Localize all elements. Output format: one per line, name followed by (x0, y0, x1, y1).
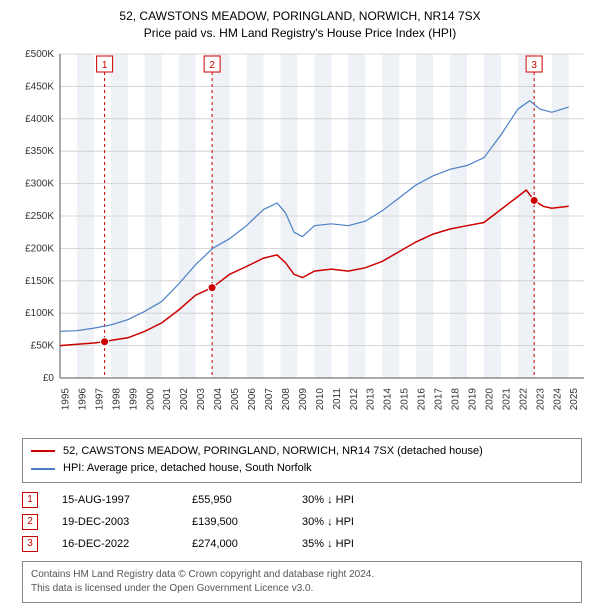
svg-text:3: 3 (531, 60, 537, 71)
svg-text:2014: 2014 (383, 387, 394, 410)
marker-pct: 35% ↓ HPI (302, 533, 422, 555)
svg-text:2013: 2013 (366, 387, 377, 410)
svg-text:2001: 2001 (162, 387, 173, 410)
title-line-1: 52, CAWSTONS MEADOW, PORINGLAND, NORWICH… (10, 8, 590, 25)
svg-text:£300K: £300K (25, 178, 54, 189)
svg-text:2012: 2012 (349, 387, 360, 410)
svg-text:1999: 1999 (128, 387, 139, 410)
legend-label: 52, CAWSTONS MEADOW, PORINGLAND, NORWICH… (63, 443, 483, 461)
svg-text:1: 1 (102, 60, 108, 71)
svg-text:2020: 2020 (484, 387, 495, 410)
marker-price: £55,950 (192, 489, 302, 511)
svg-text:£250K: £250K (25, 211, 54, 222)
title-line-2: Price paid vs. HM Land Registry's House … (10, 25, 590, 42)
chart-container: 52, CAWSTONS MEADOW, PORINGLAND, NORWICH… (0, 0, 600, 609)
svg-text:2017: 2017 (434, 387, 445, 410)
svg-text:2008: 2008 (281, 387, 292, 410)
legend-row-hpi: HPI: Average price, detached house, Sout… (31, 460, 573, 478)
svg-text:2019: 2019 (467, 387, 478, 410)
marker-badge: 3 (22, 536, 38, 552)
svg-text:2005: 2005 (230, 387, 241, 410)
svg-text:2023: 2023 (535, 387, 546, 410)
svg-text:1998: 1998 (111, 387, 122, 410)
legend-box: 52, CAWSTONS MEADOW, PORINGLAND, NORWICH… (22, 438, 582, 483)
svg-text:1997: 1997 (94, 387, 105, 410)
marker-row: 3 16-DEC-2022 £274,000 35% ↓ HPI (22, 533, 586, 555)
svg-text:£0: £0 (43, 373, 55, 384)
svg-text:2006: 2006 (247, 387, 258, 410)
marker-row: 1 15-AUG-1997 £55,950 30% ↓ HPI (22, 489, 586, 511)
svg-text:£150K: £150K (25, 275, 54, 286)
svg-text:£500K: £500K (25, 49, 54, 60)
svg-text:2021: 2021 (501, 387, 512, 410)
svg-text:2025: 2025 (569, 387, 580, 410)
svg-text:£350K: £350K (25, 146, 54, 157)
marker-date: 16-DEC-2022 (62, 533, 192, 555)
legend-swatch (31, 450, 55, 452)
svg-text:2007: 2007 (264, 387, 275, 410)
marker-row: 2 19-DEC-2003 £139,500 30% ↓ HPI (22, 511, 586, 533)
legend-swatch (31, 468, 55, 470)
svg-text:£450K: £450K (25, 81, 54, 92)
svg-text:2000: 2000 (145, 387, 156, 410)
svg-text:£400K: £400K (25, 113, 54, 124)
marker-badge: 1 (22, 492, 38, 508)
markers-table: 1 15-AUG-1997 £55,950 30% ↓ HPI 2 19-DEC… (22, 489, 586, 555)
svg-text:1995: 1995 (60, 387, 71, 410)
svg-text:2004: 2004 (213, 387, 224, 410)
marker-price: £274,000 (192, 533, 302, 555)
legend-row-price-paid: 52, CAWSTONS MEADOW, PORINGLAND, NORWICH… (31, 443, 573, 461)
legend-label: HPI: Average price, detached house, Sout… (63, 460, 312, 478)
svg-text:2016: 2016 (417, 387, 428, 410)
svg-text:£50K: £50K (31, 340, 55, 351)
chart-title: 52, CAWSTONS MEADOW, PORINGLAND, NORWICH… (10, 8, 590, 42)
marker-date: 19-DEC-2003 (62, 511, 192, 533)
svg-text:£200K: £200K (25, 243, 54, 254)
svg-text:2015: 2015 (400, 387, 411, 410)
marker-date: 15-AUG-1997 (62, 489, 192, 511)
svg-text:2: 2 (209, 60, 215, 71)
footer-attribution: Contains HM Land Registry data © Crown c… (22, 561, 582, 603)
svg-text:2018: 2018 (451, 387, 462, 410)
svg-text:2003: 2003 (196, 387, 207, 410)
marker-pct: 30% ↓ HPI (302, 511, 422, 533)
footer-line-2: This data is licensed under the Open Gov… (31, 582, 573, 596)
svg-text:2002: 2002 (179, 387, 190, 410)
marker-badge: 2 (22, 514, 38, 530)
svg-text:2009: 2009 (298, 387, 309, 410)
marker-pct: 30% ↓ HPI (302, 489, 422, 511)
svg-text:2010: 2010 (315, 387, 326, 410)
chart-svg: £0 £50K £100K £150K £200K £250K £300K £350K £400… (10, 48, 590, 428)
svg-text:£100K: £100K (25, 308, 54, 319)
svg-text:1996: 1996 (77, 387, 88, 410)
chart-plot: £0 £50K £100K £150K £200K £250K £300K £350K £400… (10, 48, 590, 428)
footer-line-1: Contains HM Land Registry data © Crown c… (31, 568, 573, 582)
marker-price: £139,500 (192, 511, 302, 533)
svg-text:2022: 2022 (518, 387, 529, 410)
svg-text:2011: 2011 (332, 387, 343, 409)
svg-text:2024: 2024 (552, 387, 563, 410)
